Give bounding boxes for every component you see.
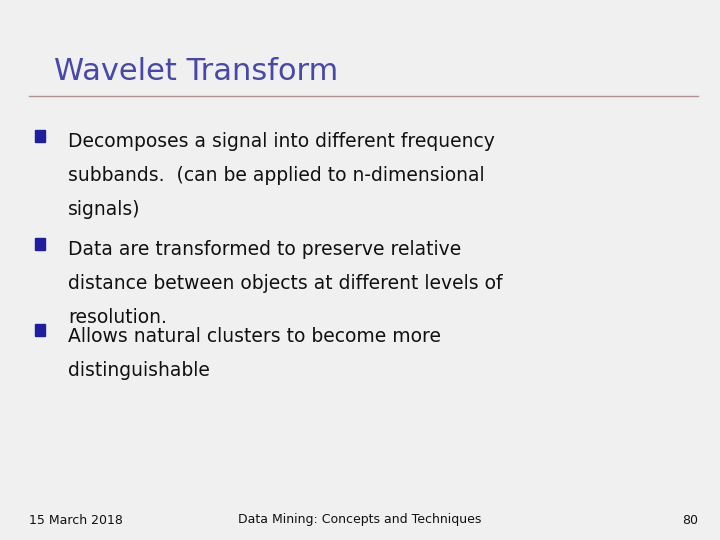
Text: Allows natural clusters to become more: Allows natural clusters to become more bbox=[68, 327, 441, 346]
Text: Wavelet Transform: Wavelet Transform bbox=[54, 57, 338, 86]
Bar bbox=[35, 325, 45, 336]
Text: distinguishable: distinguishable bbox=[68, 361, 210, 380]
Text: subbands.  (can be applied to n-dimensional: subbands. (can be applied to n-dimension… bbox=[68, 166, 485, 185]
Text: signals): signals) bbox=[68, 200, 141, 219]
Bar bbox=[35, 238, 45, 250]
Text: Data Mining: Concepts and Techniques: Data Mining: Concepts and Techniques bbox=[238, 514, 482, 526]
Text: Decomposes a signal into different frequency: Decomposes a signal into different frequ… bbox=[68, 132, 495, 151]
Text: resolution.: resolution. bbox=[68, 308, 167, 327]
Text: Data are transformed to preserve relative: Data are transformed to preserve relativ… bbox=[68, 240, 462, 259]
Bar bbox=[35, 130, 45, 142]
Text: 80: 80 bbox=[683, 514, 698, 526]
Text: distance between objects at different levels of: distance between objects at different le… bbox=[68, 274, 503, 293]
Text: 15 March 2018: 15 March 2018 bbox=[29, 514, 122, 526]
